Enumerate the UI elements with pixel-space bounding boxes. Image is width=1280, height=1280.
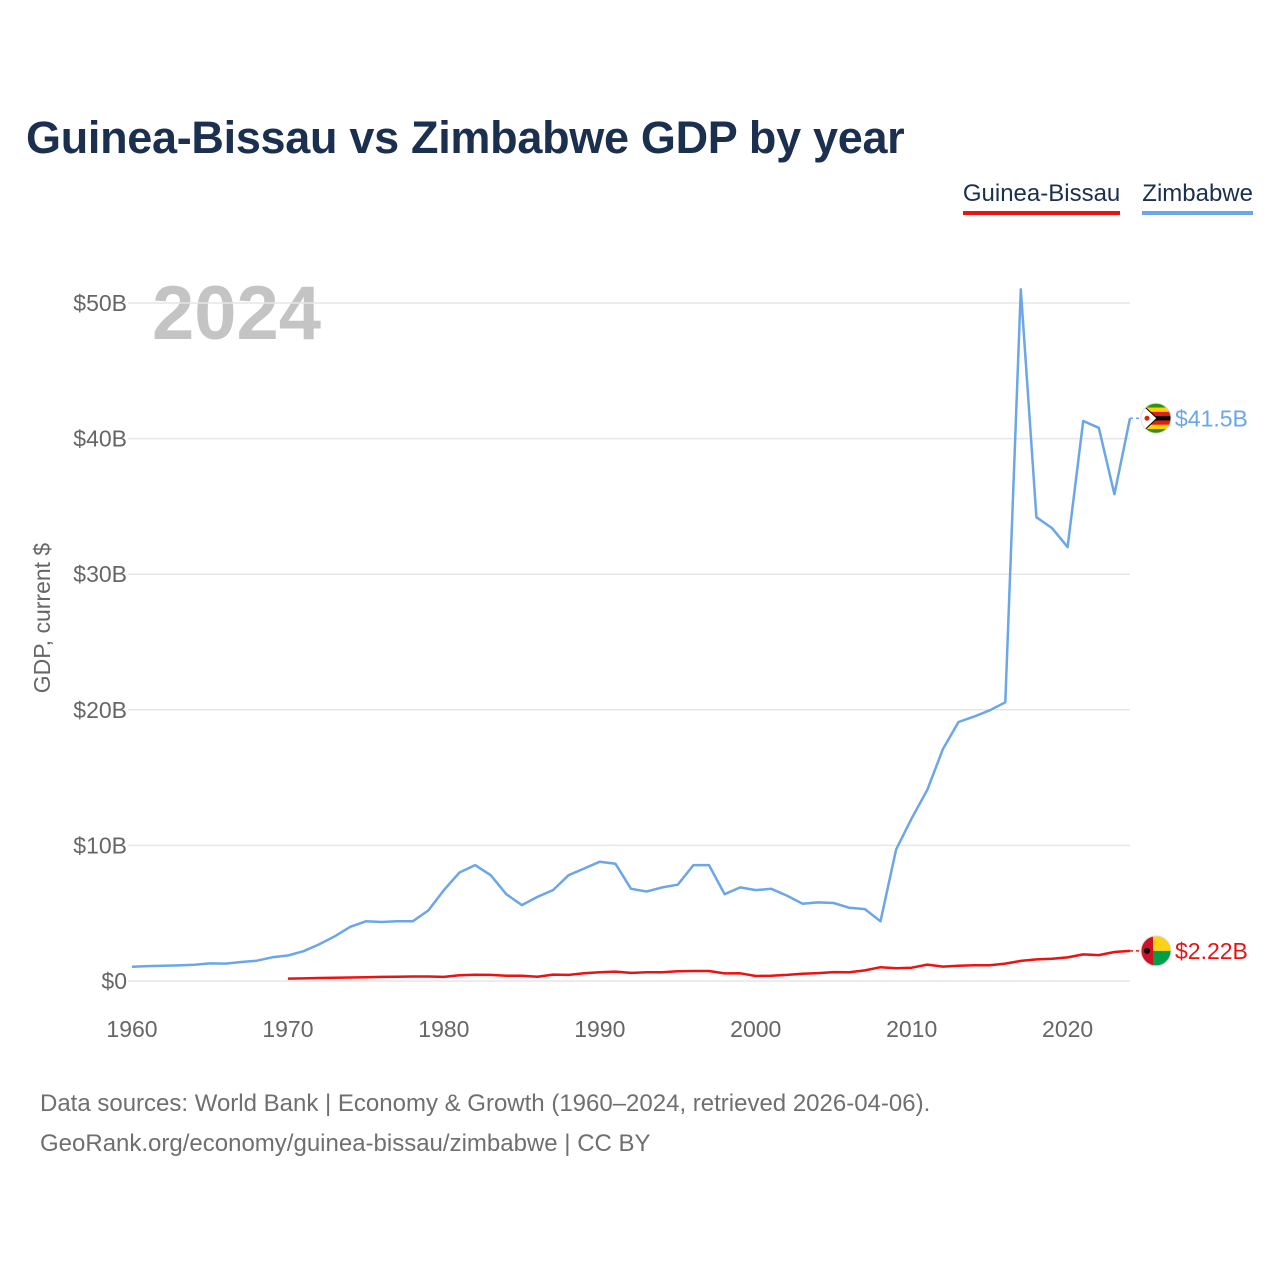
end-value-label: $2.22B bbox=[1175, 938, 1248, 964]
end-value-label: $41.5B bbox=[1175, 405, 1248, 431]
legend-guinea-bissau[interactable]: Guinea-Bissau bbox=[962, 180, 1121, 215]
y-tick-label: $10B bbox=[73, 832, 127, 858]
source-line-1: Data sources: World Bank | Economy & Gro… bbox=[40, 1090, 931, 1117]
source-line-2: GeoRank.org/economy/guinea-bissau/zimbab… bbox=[40, 1130, 651, 1157]
chart-title: Guinea-Bissau vs Zimbabwe GDP by year bbox=[26, 112, 905, 163]
series-line-zimbabwe[interactable] bbox=[131, 288, 1132, 969]
x-tick-label: 2000 bbox=[730, 1016, 781, 1042]
y-tick-label: $40B bbox=[73, 426, 127, 452]
series-line-guinea-bissau[interactable] bbox=[287, 949, 1131, 980]
zimbabwe-flag-icon bbox=[1140, 402, 1172, 434]
x-tick-label: 1970 bbox=[262, 1016, 313, 1042]
x-tick-label: 1990 bbox=[574, 1016, 625, 1042]
legend: Guinea-Bissau Zimbabwe bbox=[962, 180, 1253, 215]
x-tick-label: 1980 bbox=[418, 1016, 469, 1042]
year-watermark: 2024 bbox=[152, 271, 321, 356]
y-tick-label: $50B bbox=[73, 290, 127, 316]
y-tick-label: $0 bbox=[101, 968, 127, 994]
x-tick-label: 1960 bbox=[106, 1016, 157, 1042]
source-note: Data sources: World Bank | Economy & Gro… bbox=[40, 1084, 930, 1164]
y-axis-label: GDP, current $ bbox=[29, 543, 55, 694]
y-tick-label: $20B bbox=[73, 697, 127, 723]
x-tick-label: 2020 bbox=[1042, 1016, 1093, 1042]
legend-zimbabwe[interactable]: Zimbabwe bbox=[1142, 180, 1253, 215]
x-tick-label: 2010 bbox=[886, 1016, 937, 1042]
y-tick-label: $30B bbox=[73, 561, 127, 587]
guinea-bissau-flag-icon bbox=[1140, 935, 1172, 967]
chart-svg: 2024 $0 $10B $20B $30B $40B $50B 1960 1970 1980… bbox=[29, 271, 1248, 1042]
